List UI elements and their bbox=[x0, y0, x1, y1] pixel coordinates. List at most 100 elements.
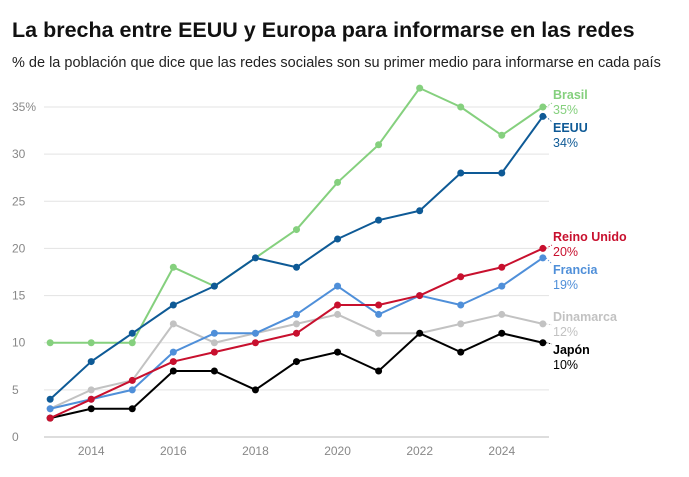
data-point-francia bbox=[210, 329, 218, 337]
data-point-francia bbox=[498, 282, 506, 290]
data-point-eeuu bbox=[375, 216, 383, 224]
data-point-japon bbox=[457, 348, 465, 356]
data-point-francia bbox=[169, 348, 177, 356]
end-label-name: Reino Unido bbox=[553, 230, 627, 244]
end-label-value: 34% bbox=[553, 136, 578, 150]
data-point-brasil bbox=[293, 226, 300, 234]
data-point-eeuu bbox=[251, 254, 259, 262]
y-tick-label: 25 bbox=[12, 194, 26, 208]
data-point-brasil bbox=[169, 263, 177, 271]
end-label-leader bbox=[545, 102, 553, 108]
data-point-japon bbox=[251, 386, 259, 394]
data-point-francia bbox=[457, 301, 465, 309]
end-label-value: 19% bbox=[553, 278, 578, 292]
data-point-japon bbox=[293, 358, 300, 366]
y-tick-label: 35% bbox=[12, 100, 36, 114]
end-label-leader bbox=[545, 244, 553, 249]
data-point-brasil bbox=[375, 141, 383, 149]
data-point-brasil bbox=[457, 103, 465, 111]
data-point-japon bbox=[128, 405, 136, 413]
data-point-brasil bbox=[416, 84, 424, 92]
data-point-reino-unido bbox=[375, 301, 383, 309]
data-point-brasil bbox=[128, 339, 136, 347]
chart-title: La brecha entre EEUU y Europa para infor… bbox=[12, 18, 635, 42]
data-point-japon bbox=[416, 329, 424, 337]
data-point-francia bbox=[539, 254, 547, 262]
data-point-brasil bbox=[334, 178, 342, 186]
series-line-brasil bbox=[50, 87, 544, 344]
data-point-eeuu bbox=[128, 329, 136, 337]
data-point-francia bbox=[128, 386, 136, 394]
y-tick-label: 15 bbox=[12, 289, 26, 303]
chart-subtitle: % de la población que dice que las redes… bbox=[12, 55, 661, 71]
data-point-reino-unido bbox=[334, 301, 342, 309]
data-point-francia bbox=[251, 329, 259, 337]
data-point-dinamarca bbox=[457, 320, 465, 328]
data-point-dinamarca bbox=[539, 320, 547, 328]
x-tick-label: 2016 bbox=[160, 444, 187, 458]
end-label-leader bbox=[545, 342, 553, 345]
x-tick-label: 2018 bbox=[242, 444, 269, 458]
end-label-value: 35% bbox=[553, 103, 578, 117]
end-label-leader bbox=[545, 323, 553, 326]
data-point-reino-unido bbox=[457, 273, 465, 281]
data-point-eeuu bbox=[539, 112, 547, 120]
data-point-japon bbox=[169, 367, 177, 375]
data-point-reino-unido bbox=[128, 376, 136, 384]
data-point-reino-unido bbox=[46, 414, 54, 422]
y-tick-label: 30 bbox=[12, 147, 26, 161]
end-label-name: Japón bbox=[553, 343, 590, 357]
y-tick-label: 20 bbox=[12, 241, 26, 255]
data-point-japon bbox=[334, 348, 342, 356]
end-label-name: Francia bbox=[553, 263, 599, 277]
end-label-leader bbox=[545, 116, 553, 123]
data-point-japon bbox=[539, 339, 547, 347]
y-tick-label: 0 bbox=[12, 430, 19, 444]
data-point-japon bbox=[210, 367, 218, 375]
x-tick-label: 2020 bbox=[324, 444, 351, 458]
data-point-francia bbox=[293, 310, 300, 318]
end-label-name: Brasil bbox=[553, 88, 588, 102]
data-point-francia bbox=[46, 405, 54, 413]
data-point-francia bbox=[375, 310, 383, 318]
data-point-eeuu bbox=[457, 169, 465, 177]
x-tick-label: 2024 bbox=[488, 444, 515, 458]
data-point-reino-unido bbox=[416, 292, 424, 300]
data-point-japon bbox=[87, 405, 95, 413]
end-label-value: 10% bbox=[553, 358, 578, 372]
data-point-brasil bbox=[46, 339, 54, 347]
data-point-eeuu bbox=[498, 169, 506, 177]
data-point-dinamarca bbox=[210, 339, 218, 347]
data-point-eeuu bbox=[416, 207, 424, 215]
data-point-reino-unido bbox=[169, 358, 177, 366]
data-point-japon bbox=[498, 329, 506, 337]
end-label-value: 12% bbox=[553, 325, 578, 339]
data-point-reino-unido bbox=[498, 263, 506, 271]
data-point-eeuu bbox=[293, 263, 300, 271]
series-line-eeuu bbox=[49, 115, 544, 401]
x-tick-label: 2014 bbox=[78, 444, 105, 458]
data-point-dinamarca bbox=[375, 329, 383, 337]
x-tick-label: 2022 bbox=[406, 444, 433, 458]
data-point-dinamarca bbox=[87, 386, 95, 394]
data-point-francia bbox=[334, 282, 342, 290]
data-point-reino-unido bbox=[293, 329, 300, 337]
end-label-name: Dinamarca bbox=[553, 310, 618, 324]
data-point-brasil bbox=[539, 103, 547, 111]
data-point-reino-unido bbox=[251, 339, 259, 347]
data-point-eeuu bbox=[46, 395, 54, 403]
data-point-eeuu bbox=[87, 358, 95, 366]
y-tick-label: 10 bbox=[12, 336, 26, 350]
y-tick-label: 5 bbox=[12, 383, 19, 397]
end-label-leader bbox=[545, 257, 553, 265]
data-point-eeuu bbox=[169, 301, 177, 309]
series-line-japon bbox=[49, 332, 544, 420]
end-label-value: 20% bbox=[553, 245, 578, 259]
data-point-brasil bbox=[498, 131, 506, 139]
data-point-reino-unido bbox=[87, 395, 95, 403]
data-point-eeuu bbox=[334, 235, 342, 243]
data-point-dinamarca bbox=[293, 320, 300, 328]
data-point-eeuu bbox=[210, 282, 218, 290]
